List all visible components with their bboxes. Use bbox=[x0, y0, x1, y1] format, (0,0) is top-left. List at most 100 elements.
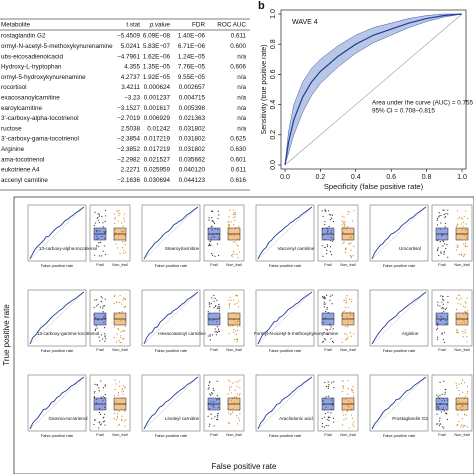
jitter-dot bbox=[122, 338, 124, 340]
jitter-dot bbox=[102, 307, 104, 309]
jitter-dot bbox=[444, 215, 447, 218]
jitter-dot bbox=[237, 300, 240, 302]
jitter-dot bbox=[447, 213, 449, 215]
group-label: Frail bbox=[96, 263, 104, 267]
mini-label: Prostaglandin G2 bbox=[392, 416, 428, 421]
table-cell: earoylcarnitine bbox=[1, 105, 42, 112]
jitter-dot bbox=[233, 213, 235, 216]
table-cell: ormyl-N-acetyl-5-methoxykynurenamine bbox=[1, 43, 113, 50]
jitter-dot bbox=[325, 328, 327, 330]
group-label: Frail bbox=[210, 348, 218, 352]
jitter-dot bbox=[211, 334, 213, 336]
jitter-dot bbox=[233, 396, 236, 398]
jitter-dot bbox=[98, 411, 100, 414]
mini-roc-curve bbox=[257, 376, 313, 430]
jitter-dot bbox=[326, 308, 328, 310]
jitter-dot bbox=[331, 382, 333, 384]
mini-diagonal bbox=[371, 206, 427, 260]
jitter-dot bbox=[349, 311, 351, 313]
jitter-dot bbox=[346, 333, 348, 335]
table-cell: 0.01242 bbox=[147, 125, 170, 132]
jitter-dot bbox=[347, 326, 349, 328]
jitter-dot bbox=[207, 335, 209, 337]
jitter-dot bbox=[455, 249, 458, 251]
box-frame bbox=[431, 204, 473, 262]
group-label: Non_frail bbox=[112, 433, 127, 437]
table-cell: −3.1527 bbox=[117, 105, 140, 112]
jitter-dot bbox=[438, 215, 441, 217]
jitter-dot bbox=[123, 337, 125, 340]
jitter-dot bbox=[234, 339, 236, 341]
jitter-dot bbox=[238, 420, 241, 422]
jitter-dot bbox=[121, 415, 123, 417]
jitter-dot bbox=[234, 214, 237, 216]
jitter-dot bbox=[345, 249, 347, 251]
table-cell: n/a bbox=[237, 105, 246, 112]
jitter-dot bbox=[322, 340, 324, 343]
jitter-dot bbox=[96, 305, 98, 307]
table-cell: −2.3852 bbox=[117, 146, 140, 153]
mini-diagonal bbox=[29, 291, 85, 345]
jitter-dot bbox=[350, 388, 353, 391]
jitter-dot bbox=[232, 382, 234, 384]
jitter-dot bbox=[113, 418, 115, 420]
jitter-dot bbox=[216, 243, 219, 245]
jitter-dot bbox=[328, 419, 330, 421]
jitter-dot bbox=[466, 426, 468, 428]
jitter-dot bbox=[443, 310, 445, 313]
table-cell: −2.2982 bbox=[117, 156, 140, 163]
jitter-dot bbox=[460, 382, 463, 384]
jitter-dot bbox=[345, 251, 347, 253]
jitter-dot bbox=[213, 221, 215, 223]
jitter-dot bbox=[236, 385, 238, 387]
table-cell: 0.600 bbox=[230, 43, 246, 50]
jitter-dot bbox=[120, 335, 122, 337]
mini-roc-frame bbox=[255, 204, 315, 262]
jitter-dot bbox=[327, 333, 329, 335]
jitter-dot bbox=[216, 394, 218, 397]
jitter-dot bbox=[457, 302, 459, 305]
jitter-dot bbox=[436, 423, 439, 425]
jitter-dot bbox=[119, 341, 121, 344]
jitter-dot bbox=[208, 303, 211, 305]
jitter-dot bbox=[328, 213, 331, 215]
jitter-dot bbox=[324, 220, 326, 223]
jitter-dot bbox=[236, 329, 239, 331]
diagonal bbox=[284, 13, 463, 166]
jitter-dot bbox=[342, 385, 344, 388]
jitter-dot bbox=[116, 417, 119, 419]
jitter-dot bbox=[462, 379, 464, 381]
jitter-dot bbox=[118, 209, 120, 212]
mini-roc-curve bbox=[29, 291, 85, 345]
mini-label: 13-carboxy-alpha-tocotrienol bbox=[39, 246, 97, 251]
box-frame bbox=[89, 374, 131, 432]
mini-x-label: False positive rate bbox=[269, 348, 302, 353]
jitter-dot bbox=[232, 250, 234, 253]
jitter-dot bbox=[455, 382, 457, 385]
jitter-dot bbox=[324, 381, 326, 383]
table-cell: −2.7019 bbox=[117, 115, 140, 122]
mini-x-label: False positive rate bbox=[269, 263, 302, 268]
jitter-dot bbox=[213, 300, 215, 303]
jitter-dot bbox=[343, 222, 345, 224]
jitter-dot bbox=[437, 301, 439, 303]
jitter-dot bbox=[115, 217, 117, 219]
jitter-dot bbox=[332, 417, 335, 420]
jitter-dot bbox=[460, 426, 462, 428]
jitter-dot bbox=[326, 306, 328, 309]
jitter-dot bbox=[464, 244, 466, 246]
table-cell: 0.004715 bbox=[179, 94, 206, 101]
jitter-dot bbox=[323, 296, 325, 298]
jitter-dot bbox=[466, 414, 468, 416]
jitter-dot bbox=[235, 243, 237, 245]
jitter-dot bbox=[95, 325, 97, 327]
jitter-dot bbox=[211, 417, 213, 420]
jitter-dot bbox=[324, 209, 326, 211]
jitter-dot bbox=[116, 333, 118, 335]
table-header: FDR bbox=[192, 22, 205, 29]
table-cell: 0.017219 bbox=[144, 146, 171, 153]
jitter-dot bbox=[443, 331, 445, 334]
jitter-dot bbox=[228, 304, 230, 307]
wave-label: WAVE 4 bbox=[292, 19, 318, 26]
jitter-dot bbox=[456, 246, 458, 248]
